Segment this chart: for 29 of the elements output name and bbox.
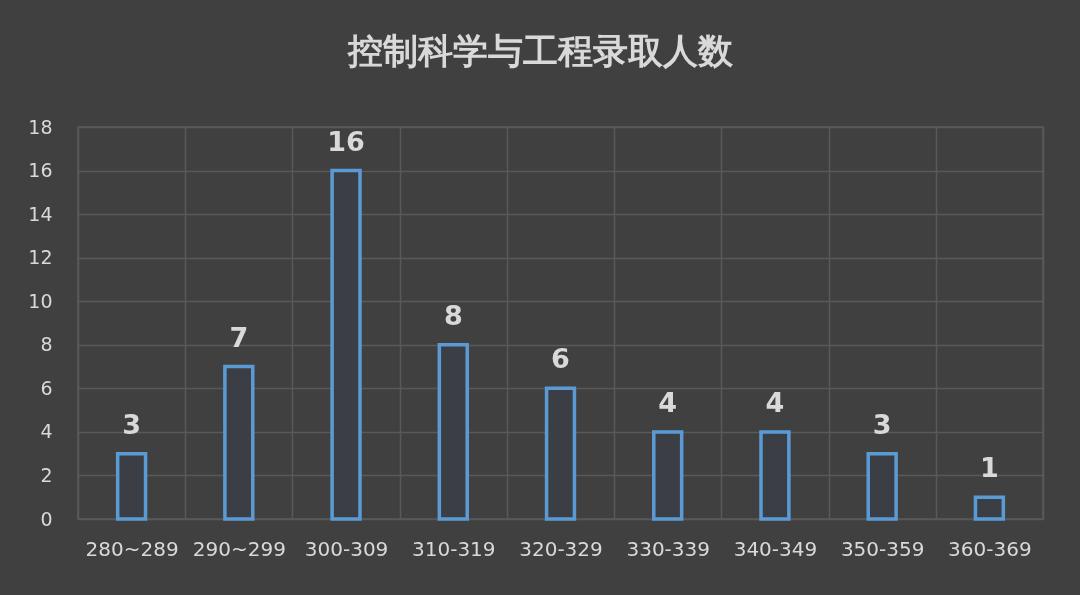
data-label: 16 (327, 125, 365, 157)
x-tick-label: 330-339 (626, 536, 711, 561)
data-label: 3 (872, 408, 892, 440)
data-label: 4 (765, 386, 785, 418)
x-tick-label: 340-349 (733, 536, 818, 561)
data-label: 7 (229, 321, 249, 353)
data-label: 8 (443, 299, 463, 331)
x-tick-label: 320-329 (519, 536, 603, 561)
y-tick-label: 6 (40, 376, 53, 399)
x-tick-label: 290~299 (192, 536, 286, 561)
y-tick-label: 12 (28, 246, 53, 269)
data-label: 3 (122, 408, 142, 440)
y-tick-label: 16 (28, 159, 53, 182)
data-label: 1 (979, 452, 999, 484)
x-tick-label: 300-309 (304, 536, 389, 561)
chart-title: 控制科学与工程录取人数 (347, 31, 734, 71)
y-tick-label: 14 (28, 202, 53, 225)
x-tick-label: 360-369 (948, 536, 1032, 561)
data-label: 4 (658, 386, 678, 418)
x-tick-label: 310-319 (411, 536, 496, 561)
y-tick-label: 0 (40, 507, 53, 530)
y-tick-label: 2 (40, 463, 53, 486)
data-label: 6 (551, 343, 570, 375)
x-tick-label: 280~289 (85, 536, 179, 561)
y-tick-label: 8 (40, 333, 53, 356)
y-tick-label: 18 (28, 115, 53, 138)
y-tick-label: 10 (28, 289, 53, 312)
y-tick-label: 4 (40, 420, 53, 443)
x-tick-label: 350-359 (840, 536, 925, 561)
